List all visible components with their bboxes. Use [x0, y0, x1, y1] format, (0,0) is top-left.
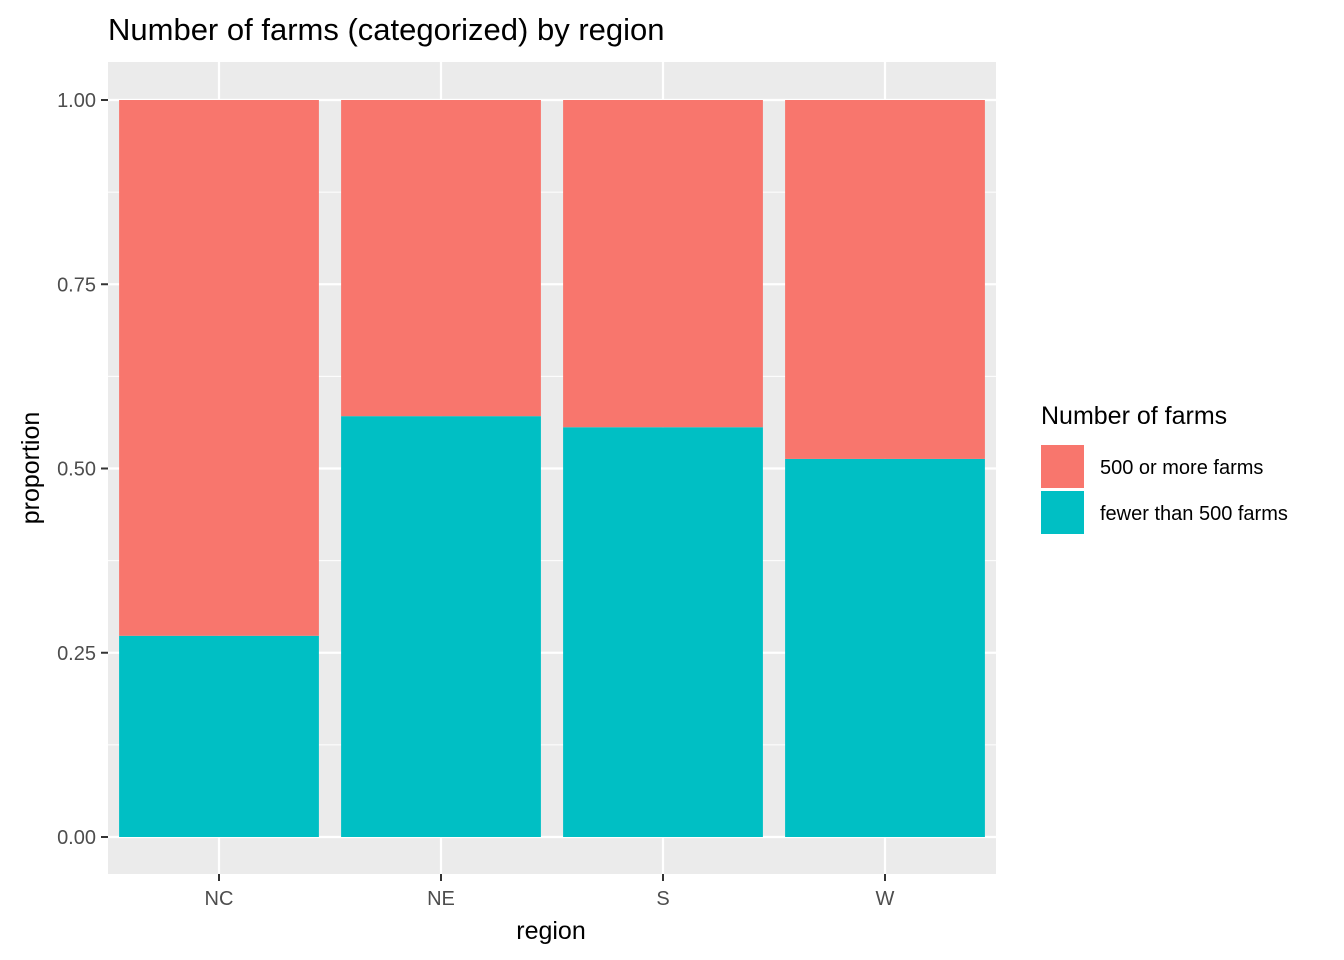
bar-nc-500-or-more — [119, 100, 319, 636]
chart-title: Number of farms (categorized) by region — [108, 12, 665, 47]
legend-label: fewer than 500 farms — [1100, 503, 1288, 525]
y-axis-title: proportion — [17, 412, 45, 525]
legend-swatch — [1041, 491, 1084, 534]
x-tick-label: W — [876, 888, 895, 910]
bar-ne-500-or-more — [341, 100, 541, 417]
legend-swatch — [1041, 445, 1084, 488]
bar-nc-fewer-than-500 — [119, 635, 319, 837]
y-tick-label: 1.00 — [57, 90, 96, 112]
y-tick-label: 0.00 — [57, 827, 96, 849]
legend: Number of farms 500 or more farms fewer t… — [1041, 402, 1288, 534]
y-tick-label: 0.25 — [57, 643, 96, 665]
x-axis-title: region — [516, 917, 586, 945]
bar-w-500-or-more — [785, 100, 985, 459]
bars-layer — [119, 100, 985, 837]
bar-s-fewer-than-500 — [563, 427, 763, 837]
x-tick-label: S — [656, 888, 669, 910]
x-tick-label: NC — [205, 888, 234, 910]
x-axis: NC NE S W — [205, 874, 895, 910]
legend-label: 500 or more farms — [1100, 457, 1263, 479]
bar-w-fewer-than-500 — [785, 458, 985, 837]
y-tick-label: 0.50 — [57, 459, 96, 481]
legend-items: 500 or more farms fewer than 500 farms — [1041, 445, 1288, 534]
y-tick-label: 0.75 — [57, 274, 96, 296]
x-tick-label: NE — [427, 888, 455, 910]
bar-ne-fewer-than-500 — [341, 416, 541, 837]
bar-s-500-or-more — [563, 100, 763, 428]
y-axis: 0.00 0.25 0.50 0.75 1.00 — [57, 90, 108, 849]
legend-title: Number of farms — [1041, 402, 1227, 430]
